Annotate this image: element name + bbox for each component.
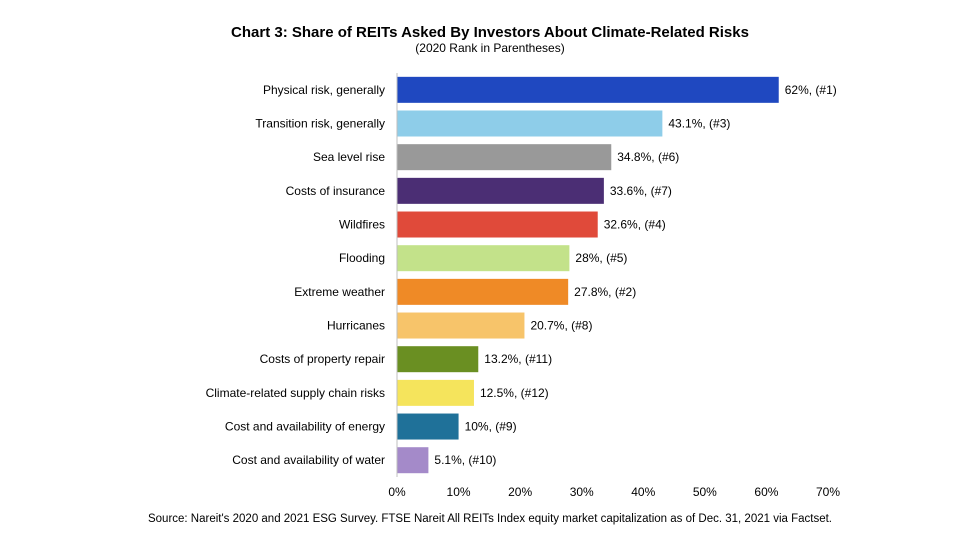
x-tick-label: 10% bbox=[447, 485, 471, 499]
bar bbox=[397, 379, 474, 406]
data-label: 20.7%, (#8) bbox=[530, 319, 592, 333]
category-label: Cost and availability of energy bbox=[225, 420, 385, 434]
bar bbox=[397, 144, 612, 171]
data-label: 27.8%, (#2) bbox=[574, 285, 636, 299]
category-label: Extreme weather bbox=[294, 285, 385, 299]
category-label: Physical risk, generally bbox=[263, 83, 385, 97]
x-tick-label: 20% bbox=[508, 485, 532, 499]
data-label: 28%, (#5) bbox=[575, 251, 627, 265]
x-tick-label: 50% bbox=[693, 485, 717, 499]
category-label: Sea level rise bbox=[313, 150, 385, 164]
bar bbox=[397, 278, 569, 305]
category-label: Wildfires bbox=[339, 218, 385, 232]
x-tick-label: 70% bbox=[816, 485, 840, 499]
data-label: 34.8%, (#6) bbox=[617, 150, 679, 164]
bar bbox=[397, 447, 429, 474]
chart-title: Chart 3: Share of REITs Asked By Investo… bbox=[231, 24, 749, 41]
bar bbox=[397, 346, 479, 373]
x-tick-label: 0% bbox=[388, 485, 406, 499]
category-label: Flooding bbox=[339, 251, 385, 265]
data-label: 43.1%, (#3) bbox=[668, 117, 730, 131]
source-note: Source: Nareit's 2020 and 2021 ESG Surve… bbox=[147, 513, 832, 525]
data-label: 10%, (#9) bbox=[465, 420, 517, 434]
bar bbox=[397, 76, 779, 103]
category-label: Costs of insurance bbox=[286, 184, 386, 198]
category-label: Costs of property repair bbox=[260, 352, 385, 366]
category-label: Hurricanes bbox=[327, 319, 385, 333]
category-label: Climate-related supply chain risks bbox=[206, 386, 385, 400]
data-label: 33.6%, (#7) bbox=[610, 184, 672, 198]
data-label: 62%, (#1) bbox=[785, 83, 837, 97]
bar bbox=[397, 245, 570, 272]
bar bbox=[397, 211, 598, 238]
data-label: 12.5%, (#12) bbox=[480, 386, 549, 400]
x-tick-label: 40% bbox=[631, 485, 655, 499]
x-tick-label: 30% bbox=[570, 485, 594, 499]
chart-subtitle: (2020 Rank in Parentheses) bbox=[415, 41, 565, 55]
data-label: 5.1%, (#10) bbox=[434, 453, 496, 467]
x-tick-label: 60% bbox=[754, 485, 778, 499]
bar bbox=[397, 413, 459, 440]
bar bbox=[397, 312, 525, 339]
category-label: Cost and availability of water bbox=[232, 453, 385, 467]
bar bbox=[397, 177, 604, 204]
data-label: 32.6%, (#4) bbox=[604, 218, 666, 232]
bar bbox=[397, 110, 663, 137]
data-label: 13.2%, (#11) bbox=[484, 352, 552, 366]
category-label: Transition risk, generally bbox=[255, 117, 385, 131]
